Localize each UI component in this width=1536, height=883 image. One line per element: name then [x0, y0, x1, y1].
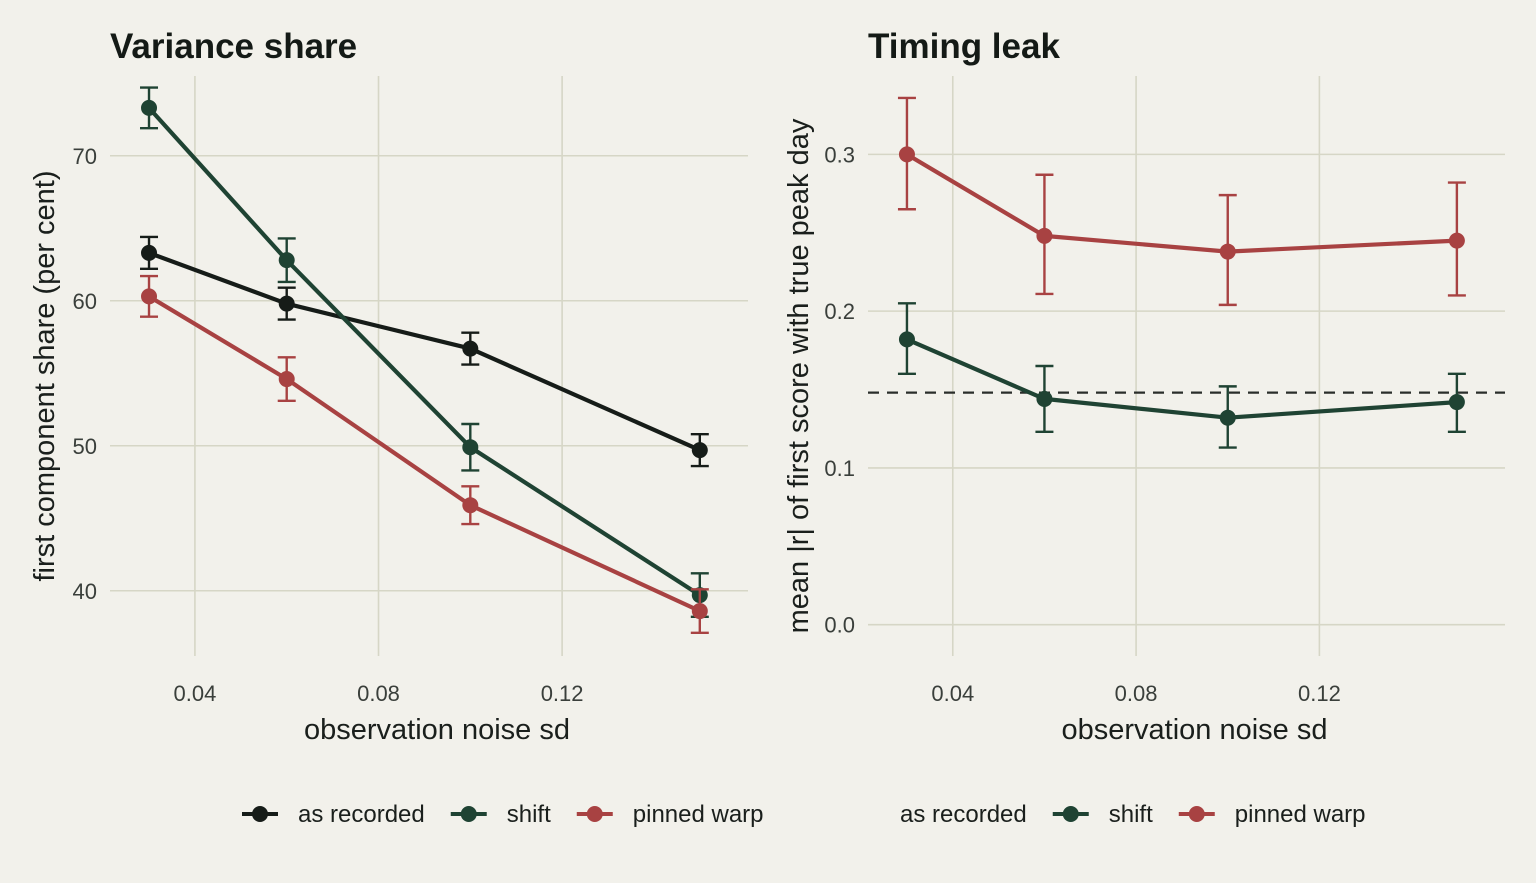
chart-title: Timing leak — [868, 27, 1060, 66]
y-tick-label: 0.2 — [824, 299, 855, 324]
legend-label: pinned warp — [633, 801, 764, 828]
chart-title: Variance share — [110, 27, 357, 66]
data-point — [278, 252, 295, 269]
series-pinned-warp — [897, 96, 1466, 307]
x-tick-label: 0.08 — [357, 681, 400, 706]
y-tick-label: 40 — [73, 579, 97, 604]
legend-key-point — [586, 806, 603, 822]
data-point — [462, 340, 479, 357]
data-point — [141, 288, 158, 305]
series-line — [147, 294, 701, 613]
data-point — [462, 439, 479, 456]
series-pinned-warp — [140, 274, 709, 634]
data-point — [1219, 409, 1236, 426]
legend-item-shift: shift — [1052, 801, 1153, 828]
y-tick-label: 60 — [73, 289, 97, 314]
series-shift — [140, 86, 709, 619]
data-point — [898, 331, 915, 348]
x-axis-title: observation noise sd — [304, 714, 570, 746]
series-as-recorded — [140, 235, 709, 468]
panel-variance-share: 0.04 0.08 0.12 40 50 60 70 Variance share observ… — [29, 27, 764, 828]
legend-item-pinned-warp: pinned warp — [1178, 801, 1366, 828]
legend-item-as-recorded: as recorded — [242, 801, 425, 828]
y-tick-label: 70 — [73, 144, 97, 169]
x-axis-title: observation noise sd — [1062, 714, 1328, 746]
panel-timing-leak: 0.04 0.08 0.12 0.0 0.1 0.2 0.3 Timing leak obser… — [783, 27, 1505, 828]
y-tick-label: 0.3 — [824, 142, 855, 167]
legend-label: as recorded — [900, 801, 1027, 828]
data-point — [278, 295, 295, 312]
x-tick-label: 0.04 — [931, 681, 974, 706]
data-point — [1036, 390, 1053, 407]
legend-key-point — [1062, 806, 1079, 822]
y-axis-title: mean |r| of first score with true peak d… — [783, 118, 815, 633]
y-tick-label: 50 — [73, 434, 97, 459]
legend-label: pinned warp — [1235, 801, 1366, 828]
data-point — [462, 497, 479, 514]
data-point — [1448, 232, 1465, 249]
legend-label: shift — [1109, 801, 1153, 828]
data-point — [691, 603, 708, 620]
data-point — [1219, 243, 1236, 260]
legend-key-point — [1188, 806, 1205, 822]
legend-label: shift — [507, 801, 551, 828]
legend-key-point — [460, 806, 477, 822]
legend-key-point — [252, 806, 268, 822]
series-shift — [897, 302, 1466, 449]
data-point — [1036, 227, 1053, 244]
data-point — [1448, 394, 1465, 411]
data-point — [898, 146, 915, 163]
legend-item-shift: shift — [450, 801, 551, 828]
x-tick-label: 0.12 — [541, 681, 584, 706]
series-line — [906, 337, 1458, 420]
data-point — [691, 442, 708, 459]
x-tick-label: 0.12 — [1298, 681, 1341, 706]
data-point — [278, 371, 295, 388]
legend-item-as-recorded: as recorded — [900, 801, 1027, 828]
y-tick-label: 0.0 — [824, 613, 855, 638]
series-line — [147, 106, 701, 597]
data-point — [141, 99, 158, 116]
legend: as recorded shift pinned warp — [900, 801, 1366, 828]
legend: as recorded shift pinned warp — [242, 801, 764, 828]
y-tick-label: 0.1 — [824, 456, 855, 481]
x-tick-label: 0.04 — [173, 681, 216, 706]
legend-label: as recorded — [298, 801, 425, 828]
x-tick-label: 0.08 — [1115, 681, 1158, 706]
series-line — [905, 152, 1458, 254]
series-line — [148, 250, 701, 453]
legend-item-pinned-warp: pinned warp — [576, 801, 764, 828]
data-point — [141, 244, 158, 261]
y-axis-title: first component share (per cent) — [29, 170, 61, 581]
